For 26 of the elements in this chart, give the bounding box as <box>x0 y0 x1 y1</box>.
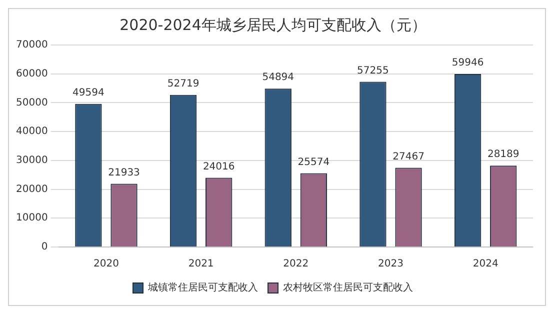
data-label: 21933 <box>108 167 140 178</box>
y-tick-label: 20000 <box>16 184 48 195</box>
data-label: 57255 <box>357 65 389 76</box>
legend-label: 农村牧区常住居民可支配收入 <box>283 282 413 294</box>
x-tick-label: 2023 <box>378 258 404 270</box>
data-label: 24016 <box>202 161 235 172</box>
data-label: 25574 <box>298 156 330 168</box>
legend-label: 城镇常住居民可支配收入 <box>147 282 258 294</box>
data-label: 49594 <box>72 87 104 98</box>
y-tick-label: 70000 <box>16 40 48 51</box>
y-tick-label: 0 <box>41 242 48 253</box>
y-tick-label: 40000 <box>16 126 48 138</box>
x-tick-label: 2021 <box>188 258 214 270</box>
y-tick-label: 60000 <box>16 68 48 80</box>
x-tick-label: 2020 <box>94 258 119 270</box>
data-label: 54894 <box>262 72 294 84</box>
y-tick-label: 10000 <box>16 212 48 224</box>
x-tick-label: 2024 <box>472 258 498 270</box>
x-tick-label: 2022 <box>283 258 309 270</box>
data-label: 28189 <box>487 149 520 160</box>
data-label: 52719 <box>167 78 200 90</box>
y-tick-label: 30000 <box>16 155 48 166</box>
data-label: 27467 <box>392 151 424 162</box>
chart-title: 2020-2024年城乡居民人均可支配收入（元） <box>120 16 426 34</box>
data-label: 59946 <box>452 58 484 69</box>
y-tick-label: 50000 <box>16 97 48 108</box>
